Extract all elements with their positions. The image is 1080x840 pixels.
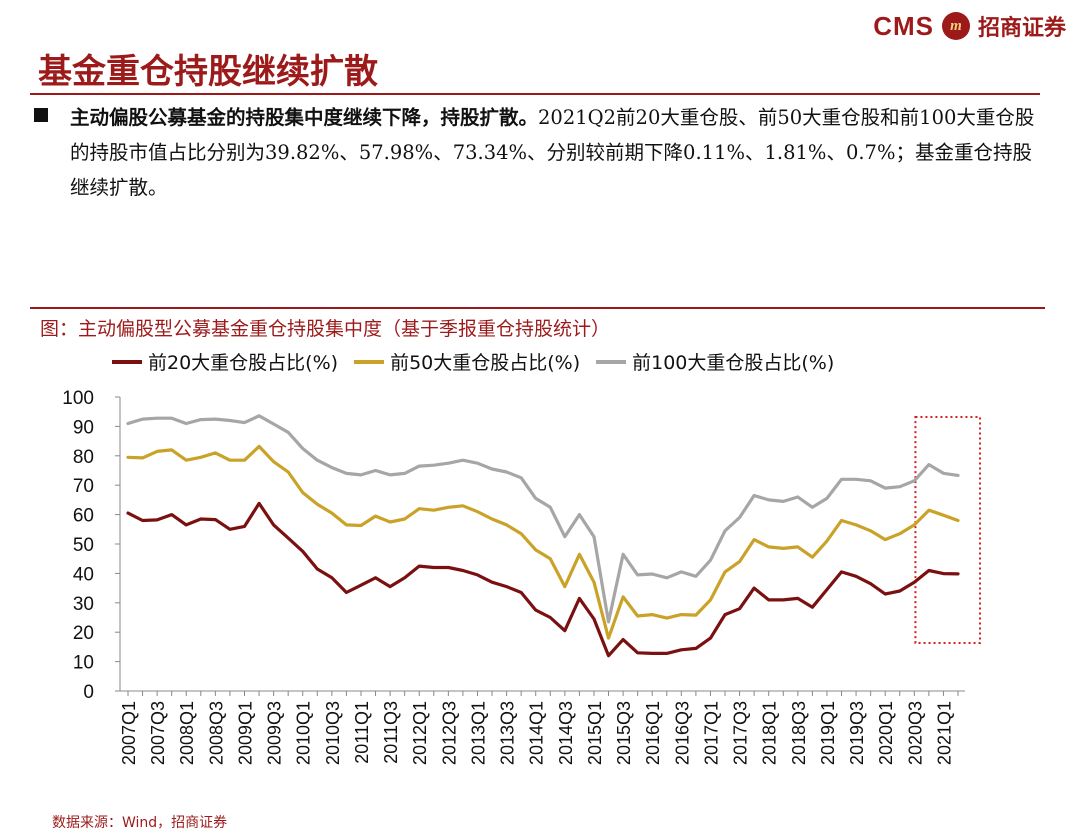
legend-item-top100: 前100大重仓股占比(%) [596, 348, 834, 375]
y-tick-label: 100 [62, 388, 94, 409]
y-tick-label: 0 [83, 682, 94, 703]
page-title: 基金重仓持股继续扩散 [38, 52, 378, 92]
logo-text: CMS [873, 10, 934, 41]
x-tick-label: 2016Q1 [643, 701, 663, 765]
bullet-bold-text: 主动偏股公募基金的持股集中度继续下降，持股扩散。 [70, 106, 539, 129]
x-tick-label: 2013Q1 [468, 701, 488, 765]
x-tick-label: 2018Q3 [789, 701, 809, 765]
x-tick-label: 2009Q1 [235, 701, 255, 765]
x-tick-label: 2007Q3 [148, 701, 168, 765]
bullet-paragraph: 主动偏股公募基金的持股集中度继续下降，持股扩散。2021Q2前20大重仓股、前5… [70, 100, 1045, 205]
x-tick-label: 2015Q1 [585, 701, 605, 765]
x-tick-label: 2007Q1 [119, 701, 139, 765]
x-tick-label: 2021Q1 [934, 701, 954, 765]
bullet-rest-text: 2021Q2前20大重仓股、前50大重仓股和前100大重仓股的持股市值占比分别为… [70, 106, 1035, 199]
x-tick-label: 2010Q3 [323, 701, 343, 765]
y-tick-label: 70 [73, 476, 94, 497]
x-tick-label: 2008Q1 [177, 701, 197, 765]
chart-caption: 图：主动偏股型公募基金重仓持股集中度（基于季报重仓持股统计） [40, 318, 611, 340]
x-tick-label: 2014Q3 [556, 701, 576, 765]
y-tick-label: 20 [73, 623, 94, 644]
brand-logo: CMS m 招商证券 [873, 8, 1066, 44]
series-line-top50 [126, 444, 960, 640]
y-tick-label: 40 [73, 564, 94, 585]
x-tick-label: 2009Q3 [265, 701, 285, 765]
legend-label-top20: 前20大重仓股占比(%) [148, 352, 339, 374]
x-tick-label: 2015Q3 [614, 701, 634, 765]
y-tick-label: 50 [73, 535, 94, 556]
x-tick-label: 2019Q1 [818, 701, 838, 765]
x-tick-label: 2020Q1 [876, 701, 896, 765]
x-tick-label: 2012Q3 [439, 701, 459, 765]
legend-swatch-top50 [354, 359, 385, 364]
title-divider [30, 93, 1040, 95]
legend-swatch-top20 [112, 359, 142, 364]
x-tick-label: 2014Q1 [527, 701, 547, 765]
bullet-square-icon [34, 108, 48, 122]
series-line-top20 [126, 501, 960, 658]
x-tick-label: 2011Q1 [352, 701, 372, 764]
y-tick-label: 80 [73, 447, 94, 468]
x-tick-label: 2011Q3 [381, 701, 401, 764]
source-note: 数据来源：Wind，招商证券 [52, 815, 228, 831]
logo-chinese-name: 招商证券 [977, 15, 1066, 41]
highlight-box [914, 416, 981, 644]
logo-badge-icon: m [941, 12, 970, 40]
legend-item-top20: 前20大重仓股占比(%) [112, 348, 338, 375]
y-tick-label: 10 [73, 653, 94, 674]
x-tick-label: 2017Q1 [701, 701, 721, 765]
x-tick-label: 2012Q1 [410, 701, 430, 765]
x-tick-label: 2018Q1 [760, 701, 780, 765]
x-tick-label: 2017Q3 [731, 701, 751, 765]
series-line-top100 [126, 414, 960, 624]
x-tick-label: 2008Q3 [206, 701, 226, 765]
line-chart: 0 10 20 30 40 50 60 70 80 90 100 2007Q1 2007Q3 2008Q1… [62, 388, 981, 765]
chart-legend: 前20大重仓股占比(%) 前50大重仓股占比(%) 前100大重仓股占比(%) [112, 348, 834, 375]
y-tick-label: 90 [73, 417, 94, 438]
x-tick-label: 2020Q3 [905, 701, 925, 765]
x-tick-label: 2013Q3 [498, 701, 518, 765]
chart-divider [30, 307, 1045, 309]
legend-label-top50: 前50大重仓股占比(%) [390, 352, 581, 374]
x-tick-label: 2019Q3 [847, 701, 867, 765]
x-tick-label: 2010Q1 [294, 701, 314, 765]
legend-item-top50: 前50大重仓股占比(%) [354, 348, 580, 375]
y-tick-label: 60 [73, 506, 94, 527]
y-tick-label: 30 [73, 594, 94, 615]
legend-swatch-top100 [596, 359, 627, 364]
legend-label-top100: 前100大重仓股占比(%) [632, 352, 835, 374]
x-tick-label: 2016Q3 [672, 701, 692, 765]
